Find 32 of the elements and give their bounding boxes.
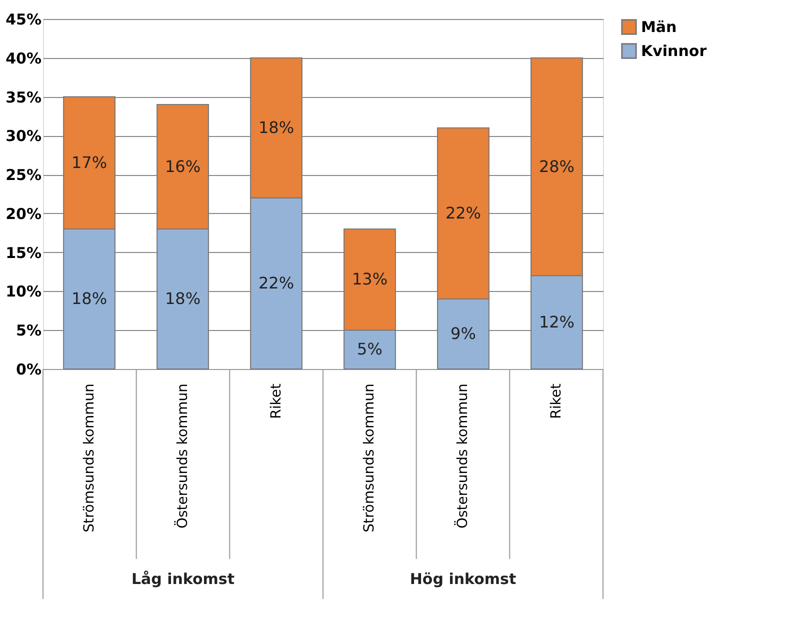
text: 13% [352, 270, 388, 289]
y-tick-label: 30% [6, 127, 42, 146]
y-tick-label: 15% [6, 244, 42, 262]
text: 22% [445, 203, 482, 222]
text: Hög inkomst [410, 570, 516, 588]
y-tick-label: 0% [16, 360, 42, 378]
x-tick-label: Riket [268, 382, 284, 419]
y-tick-label: 25% [6, 166, 42, 184]
legend-label: Kvinnor [641, 42, 708, 60]
text: 16% [164, 156, 201, 176]
y-tick-label: 35% [6, 88, 42, 106]
text: 18% [258, 118, 294, 137]
text: 9% [450, 324, 476, 343]
y-tick-label: 10% [6, 282, 42, 301]
y-tick-label: 20% [6, 204, 42, 223]
x-tick-label: Strömsunds kommun [362, 384, 378, 532]
text: 12% [538, 312, 575, 332]
y-tick-label: 40% [6, 49, 42, 68]
y-tick-label: 5% [16, 322, 42, 340]
text: Låg inkomst [131, 570, 235, 588]
y-tick-label: 45% [6, 10, 42, 28]
legend-label: Män [641, 18, 677, 36]
text: 28% [538, 156, 575, 176]
text: 18% [71, 289, 108, 308]
text: 22% [258, 273, 294, 292]
x-tick-label: Riket [548, 382, 565, 419]
text: 17% [71, 152, 108, 172]
text: 18% [164, 289, 201, 308]
x-tick-label: Strömsunds kommun [81, 384, 98, 532]
text: 5% [357, 340, 382, 359]
x-tick-label: Östersunds kommun [454, 384, 472, 529]
x-tick-label: Östersunds kommun [174, 384, 191, 529]
